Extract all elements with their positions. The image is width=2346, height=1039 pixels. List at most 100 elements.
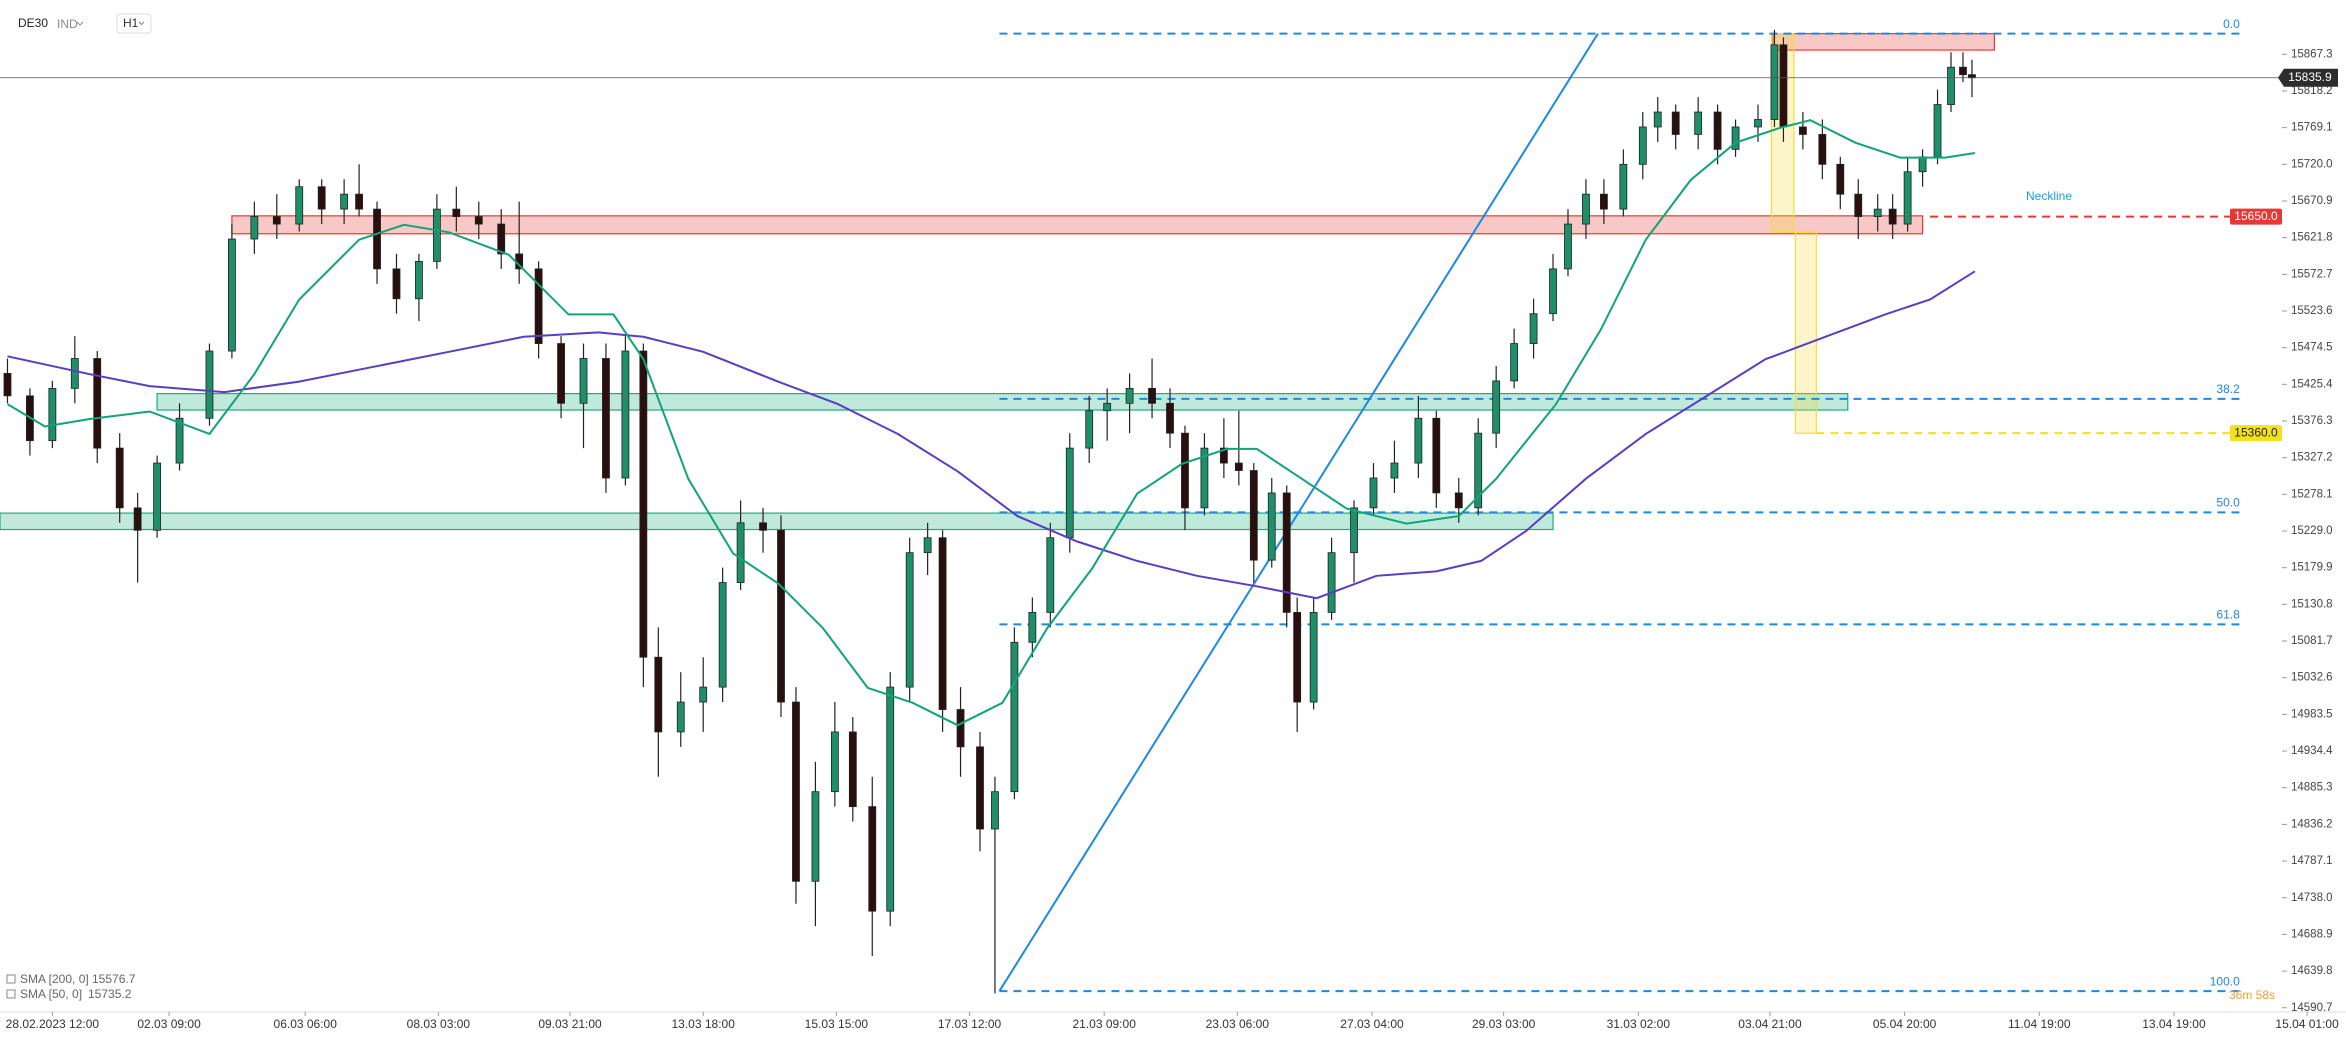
candle-body — [1903, 171, 1912, 225]
candle-body — [1836, 163, 1845, 195]
y-tick-label: 15769.1 — [2291, 122, 2333, 134]
legend-icon[interactable] — [6, 989, 16, 999]
candle-body — [355, 193, 363, 210]
zone — [231, 215, 1924, 235]
zone — [0, 512, 1554, 531]
symbol-dropdown[interactable] — [76, 21, 84, 26]
candle-body — [557, 343, 565, 404]
candle-body — [759, 522, 767, 531]
candle-body — [718, 582, 727, 688]
candle-body — [1754, 119, 1762, 128]
x-tick-label: 31.03 02:00 — [1607, 1017, 1671, 1031]
candle-body — [699, 686, 708, 703]
candle-body — [250, 216, 259, 240]
candle-body — [1959, 66, 1967, 76]
price-level-tag-text: 15360.0 — [2234, 425, 2278, 439]
x-tick-label: 23.03 06:00 — [1206, 1017, 1270, 1031]
candle-body — [175, 417, 184, 464]
fib-level-label: 0.0 — [2223, 17, 2240, 31]
y-tick-label: 15670.9 — [2291, 195, 2333, 207]
candle-body — [976, 746, 984, 830]
candle-body — [1010, 641, 1019, 793]
candle-body — [1779, 44, 1788, 128]
candle-body — [1454, 492, 1463, 509]
sma-line — [6, 119, 1976, 727]
y-tick-label: 15229.0 — [2291, 525, 2333, 537]
candle-body — [272, 216, 281, 225]
candle-body — [736, 522, 745, 583]
market: IND — [57, 17, 78, 31]
candle-body — [1854, 193, 1863, 217]
zone — [1794, 231, 1817, 434]
candle-body — [1282, 492, 1291, 613]
price-level-tag — [2230, 425, 2282, 442]
x-tick-label: 13.04 19:00 — [2142, 1017, 2206, 1031]
y-tick-label: 15278.1 — [2291, 488, 2333, 500]
x-tick-label: 15.04 01:00 — [2275, 1017, 2339, 1031]
candle-body — [1731, 126, 1740, 150]
y-tick-label: 15720.0 — [2291, 158, 2333, 170]
candle-body — [1474, 432, 1483, 509]
y-tick-label: 15081.7 — [2291, 635, 2333, 647]
y-tick-label: 14787.1 — [2291, 855, 2333, 867]
axes: 15867.3 15818.2 15769.1 15720.0 15670.9 15621… — [0, 48, 2346, 1031]
candle-body — [676, 701, 685, 733]
candle-body — [1653, 111, 1662, 128]
x-tick-label: 11.04 19:00 — [2008, 1017, 2071, 1031]
levels: 0.0 38.2 50.0 61.8 100.0 — [998, 17, 2240, 993]
fib-level-label: 100.0 — [2210, 974, 2240, 988]
y-tick-label: 14934.4 — [2291, 745, 2333, 757]
x-tick-label: 08.03 03:00 — [407, 1017, 471, 1031]
x-tick-label: 27.03 04:00 — [1340, 1017, 1404, 1031]
candle-body — [1968, 74, 1976, 79]
candle-body — [923, 537, 932, 554]
candle-body — [1713, 111, 1722, 150]
candle-body — [1492, 380, 1501, 434]
candle-body — [133, 507, 142, 531]
legend-icon[interactable] — [6, 974, 16, 984]
candle-body — [228, 238, 236, 352]
y-tick-label: 14639.8 — [2291, 965, 2333, 977]
candle-body — [1529, 313, 1538, 344]
candle-body — [1638, 126, 1647, 165]
candle-body — [1327, 552, 1336, 613]
candle-body — [1103, 402, 1112, 412]
candle-body — [1414, 417, 1423, 464]
candle-body — [1619, 163, 1628, 210]
candle-body — [848, 731, 857, 808]
candle-body — [1510, 343, 1519, 382]
price-level-tag — [2230, 208, 2282, 225]
sma-line — [7, 270, 1976, 600]
candle-body — [1309, 612, 1318, 703]
candle-body — [1947, 66, 1955, 105]
candle-body — [1200, 447, 1209, 509]
x-tick-label: 09.03 21:00 — [538, 1017, 602, 1031]
candle-body — [792, 701, 800, 882]
candle-body — [432, 208, 441, 262]
candle-body — [991, 791, 999, 830]
y-tick-label: 15523.6 — [2291, 305, 2333, 317]
zone — [156, 392, 1849, 411]
candle-body — [1369, 477, 1378, 509]
candle-body — [1166, 402, 1174, 434]
candle-body — [830, 731, 839, 793]
candle-body — [415, 261, 423, 300]
candle-body — [1125, 387, 1134, 404]
y-tick-label: 15474.5 — [2291, 342, 2333, 354]
y-tick-label: 15130.8 — [2291, 598, 2333, 610]
candle-body — [1694, 111, 1703, 135]
candle-body — [1549, 268, 1557, 315]
x-tick-label: 06.03 06:00 — [274, 1017, 338, 1031]
y-tick-label: 15621.8 — [2291, 232, 2333, 244]
x-tick-label: 05.04 20:00 — [1873, 1017, 1937, 1031]
candle-body — [1933, 104, 1942, 158]
candle-body — [1599, 193, 1608, 210]
legend-name: SMA [50, 0] — [20, 987, 82, 1001]
x-tick-label: 17.03 12:00 — [938, 1017, 1002, 1031]
candle-body — [534, 268, 543, 344]
current-price-text: 15835.9 — [2288, 70, 2332, 84]
interval-button[interactable] — [116, 13, 152, 34]
candle-body — [1065, 447, 1074, 539]
price-level-tag-text: 15650.0 — [2234, 209, 2278, 223]
